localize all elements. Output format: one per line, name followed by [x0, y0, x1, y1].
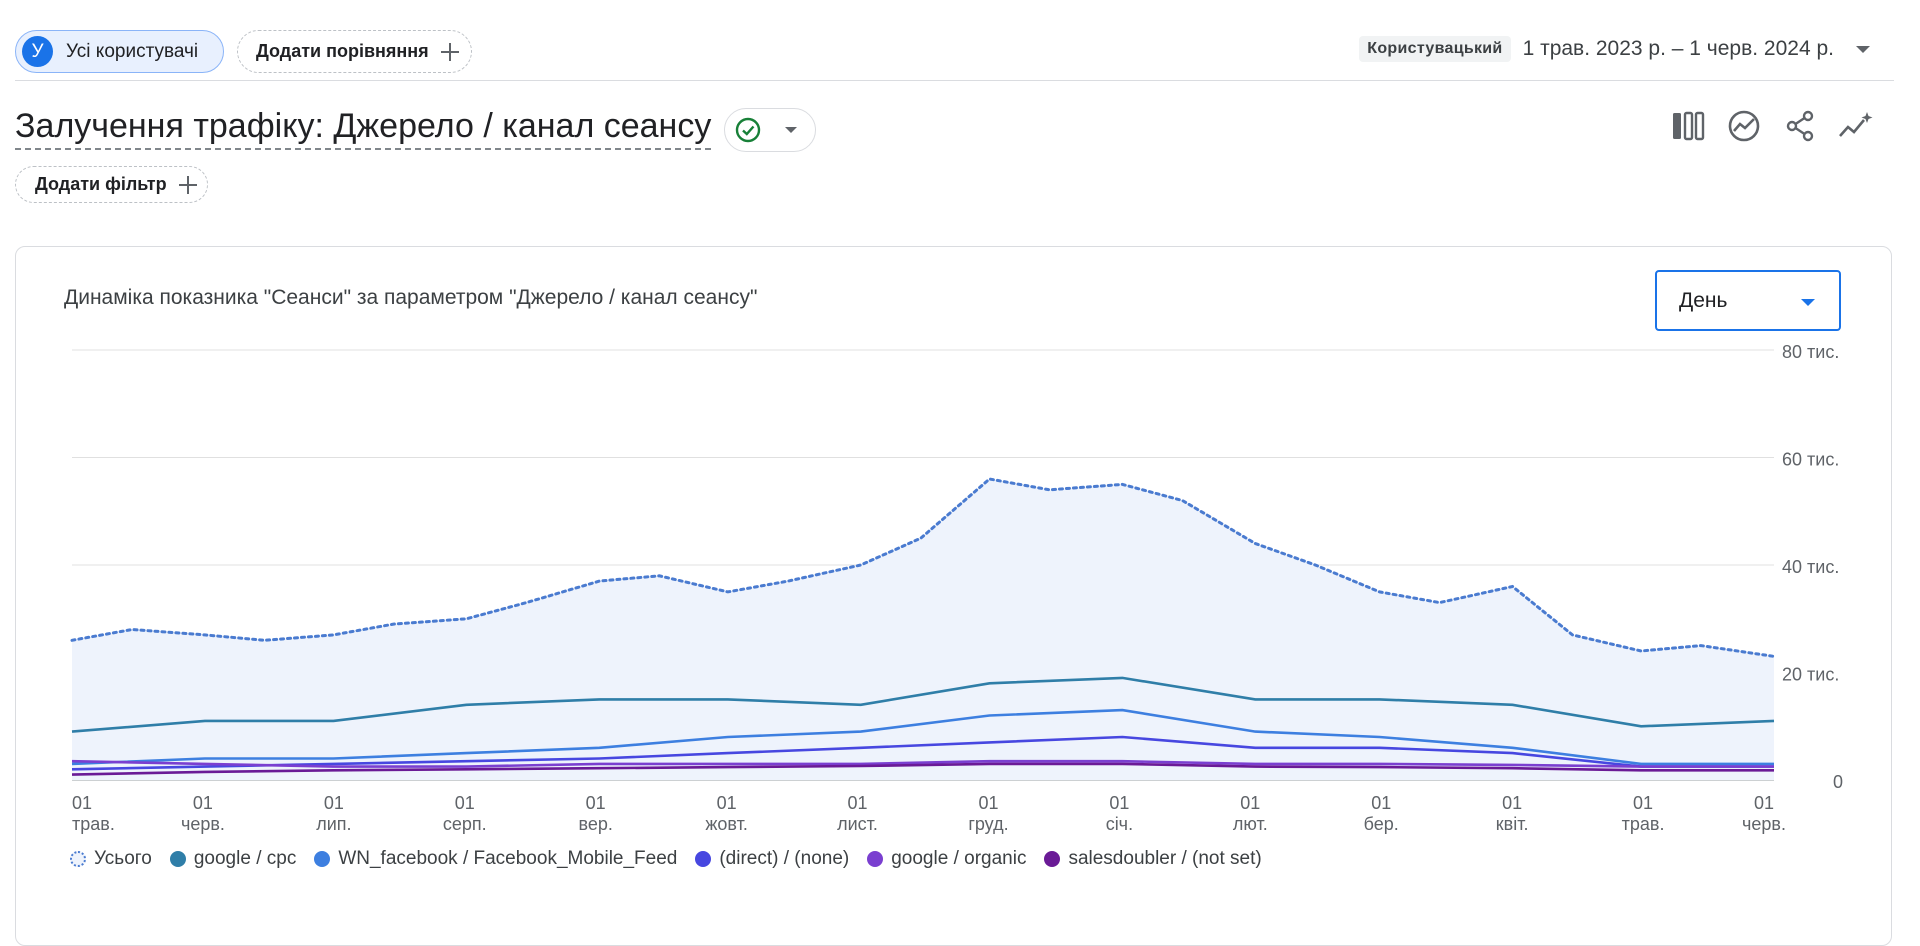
x-tick-month: черв. [1742, 814, 1786, 834]
legend-swatch [1044, 851, 1061, 867]
legend-swatch [867, 851, 884, 867]
x-tick-month: лист. [837, 814, 878, 834]
date-range-picker[interactable]: Користувацький 1 трав. 2023 р. – 1 черв.… [1359, 36, 1870, 62]
x-tick-month: жовт. [705, 814, 747, 834]
add-comparison-label: Додати порівняння [256, 41, 429, 61]
x-tick-month: груд. [968, 814, 1008, 834]
x-tick-day: 01 [978, 793, 998, 813]
x-tick-day: 01 [1633, 793, 1653, 813]
report-toolbar [1670, 108, 1894, 144]
series-line-1 [71, 676, 1775, 733]
x-tick-day: 01 [1371, 793, 1391, 813]
legend-item[interactable]: google / organic [867, 848, 1026, 870]
granularity-value: День [1679, 288, 1728, 312]
series-line-3 [71, 735, 1774, 771]
y-tick-label: 80 тис. [1782, 342, 1839, 362]
legend-item[interactable]: WN_facebook / Facebook_Mobile_Feed [314, 848, 677, 870]
x-tick-day: 01 [717, 793, 737, 813]
legend-item[interactable]: salesdoubler / (not set) [1044, 848, 1262, 870]
y-tick-label: 40 тис. [1782, 557, 1839, 577]
check-circle-icon [735, 117, 761, 143]
y-tick-label: 60 тис. [1782, 450, 1839, 470]
add-comparison-button[interactable]: Додати порівняння [237, 30, 472, 73]
series-line-total [70, 477, 1776, 658]
total-area-fill [72, 479, 1774, 780]
legend-label: salesdoubler / (not set) [1068, 848, 1262, 869]
legend-label: (direct) / (none) [719, 848, 850, 869]
x-tick-day: 01 [586, 793, 606, 813]
x-tick-month: квіт. [1496, 814, 1529, 834]
chart-card-title: Динаміка показника "Сеанси" за параметро… [64, 286, 758, 309]
legend-item[interactable]: (direct) / (none) [695, 848, 849, 870]
plus-icon [440, 42, 459, 61]
y-tick-label: 0 [1833, 772, 1843, 792]
x-tick-month: лип. [316, 814, 351, 834]
legend-label: google / organic [891, 848, 1027, 869]
y-tick-label: 20 тис. [1782, 665, 1839, 685]
x-tick-day: 01 [72, 793, 92, 813]
legend-swatch [695, 851, 712, 867]
legend-swatch [169, 851, 186, 867]
legend-item[interactable]: google / cpc [169, 848, 297, 870]
plus-icon [178, 175, 197, 194]
x-tick-day: 01 [1109, 793, 1129, 813]
chart-legend: Усього google / cpc WN_facebook / Facebook… [70, 848, 1280, 870]
x-tick-month: серп. [443, 814, 487, 834]
segment-avatar: У [22, 36, 53, 67]
legend-label: google / cpc [193, 848, 297, 869]
legend-swatch [70, 851, 86, 867]
legend-swatch [314, 851, 331, 867]
segment-label: Усі користувачі [66, 40, 199, 62]
x-tick-day: 01 [1240, 793, 1260, 813]
x-tick-month: черв. [181, 814, 225, 834]
series-line-5 [71, 762, 1774, 776]
granularity-select[interactable]: День [1655, 270, 1841, 331]
chevron-down-icon [1856, 45, 1870, 53]
x-tick-day: 01 [1754, 793, 1774, 813]
add-filter-label: Додати фільтр [35, 174, 167, 194]
x-tick-month: бер. [1364, 814, 1399, 834]
date-range-text: 1 трав. 2023 р. – 1 черв. 2024 р. [1522, 37, 1834, 60]
series-line-2 [71, 708, 1774, 766]
legend-label: WN_facebook / Facebook_Mobile_Feed [338, 848, 678, 869]
trend-sparkle-icon[interactable] [1838, 108, 1874, 144]
segment-chip-all-users[interactable]: У Усі користувачі [15, 30, 224, 73]
x-tick-day: 01 [324, 793, 344, 813]
x-tick-day: 01 [848, 793, 868, 813]
x-tick-day: 01 [193, 793, 213, 813]
x-tick-month: вер. [578, 814, 612, 834]
dropdown-caret-icon [785, 127, 797, 133]
sessions-line-chart: 020 тис.40 тис.60 тис.80 тис.01трав.01че… [70, 342, 1843, 834]
x-tick-month: лют. [1233, 814, 1268, 834]
x-tick-month: січ. [1106, 814, 1133, 834]
x-tick-day: 01 [455, 793, 475, 813]
x-tick-day: 01 [1502, 793, 1522, 813]
legend-label: Усього [94, 848, 152, 869]
x-tick-month: трав. [72, 814, 115, 834]
date-preset-badge: Користувацький [1359, 36, 1511, 62]
legend-item[interactable]: Усього [70, 848, 152, 870]
report-title[interactable]: Залучення трафіку: Джерело / канал сеанс… [15, 106, 712, 150]
insights-icon[interactable] [1726, 108, 1762, 144]
compare-columns-icon[interactable] [1670, 108, 1706, 144]
share-icon[interactable] [1782, 108, 1818, 144]
report-status-chip[interactable] [724, 108, 816, 152]
series-line-4 [71, 759, 1774, 768]
x-tick-month: трав. [1622, 814, 1665, 834]
add-filter-button[interactable]: Додати фільтр [15, 166, 208, 203]
dropdown-arrow-icon [1801, 299, 1815, 306]
header-divider [15, 80, 1894, 81]
